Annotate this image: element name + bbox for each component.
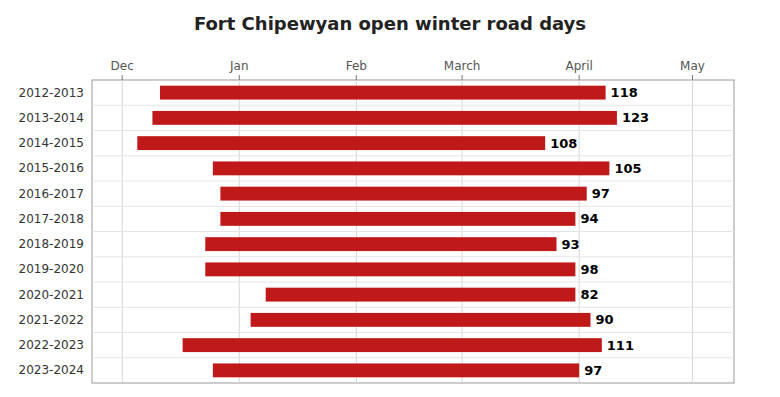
data-label: 118 [611,85,638,100]
chart-svg: Fort Chipewyan open winter road days Dec J… [0,0,780,397]
bars [137,86,617,378]
tick-label: Feb [346,59,367,73]
tick-mark [356,75,357,80]
data-label: 111 [607,338,634,353]
bar [152,111,617,125]
tick-mark [239,75,240,80]
bar [266,288,576,302]
row-separator [92,357,734,358]
bar [251,313,591,327]
chart-container: Fort Chipewyan open winter road days Dec J… [0,0,780,397]
tick-label: Jan [229,59,249,73]
row-separator [92,181,734,182]
tick-label: April [565,59,592,73]
bar [137,136,545,150]
category-label: 2022-2023 [19,338,84,352]
data-label: 97 [592,186,610,201]
row-separator [92,206,734,207]
tick-mark [579,75,580,80]
bar [160,86,606,100]
bar [183,338,602,352]
row-separator [92,231,734,232]
tick-mark [692,75,693,80]
tick-label: Dec [111,59,134,73]
row-separator [92,282,734,283]
data-label: 108 [550,136,577,151]
data-label: 98 [580,262,598,277]
bar [220,212,575,226]
plot-frame [92,80,734,383]
row-separator [92,307,734,308]
row-separator [92,256,734,257]
tick-label: March [444,59,481,73]
data-label: 93 [562,237,580,252]
tick-label: May [680,59,705,73]
category-label: 2012-2013 [19,86,84,100]
data-label: 90 [595,312,613,327]
data-label: 105 [614,161,641,176]
category-label: 2020-2021 [19,288,84,302]
category-label: 2021-2022 [19,313,84,327]
data-label: 94 [580,211,598,226]
category-label: 2015-2016 [19,161,84,175]
tick-mark [122,75,123,80]
row-separator [92,332,734,333]
bar [213,161,610,175]
category-label: 2017-2018 [19,212,84,226]
row-separator [92,155,734,156]
category-label: 2023-2024 [19,363,84,377]
tick-mark [462,75,463,80]
row-separator [92,130,734,131]
category-label: 2016-2017 [19,187,84,201]
bar [213,363,579,377]
data-label: 82 [580,287,598,302]
bar [205,237,556,251]
data-label: 123 [622,110,649,125]
category-label: 2013-2014 [19,111,84,125]
category-label: 2014-2015 [19,136,84,150]
category-label: 2018-2019 [19,237,84,251]
title: Fort Chipewyan open winter road days [194,13,586,34]
row-separator [92,105,734,106]
data-label: 97 [584,363,602,378]
category-label: 2019-2020 [19,262,84,276]
bar [220,187,586,201]
bar [205,262,575,276]
